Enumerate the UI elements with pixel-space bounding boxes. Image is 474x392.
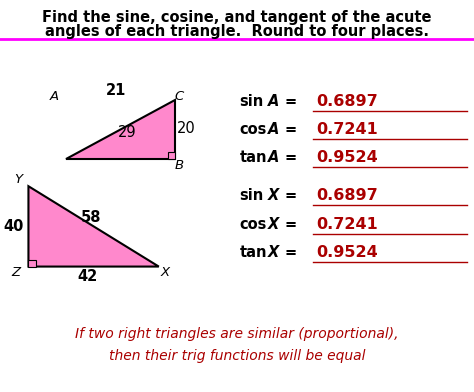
Text: Y: Y xyxy=(14,173,22,186)
Text: sin: sin xyxy=(239,189,264,203)
Text: sin: sin xyxy=(239,94,264,109)
Text: A: A xyxy=(268,150,279,165)
Text: X: X xyxy=(268,189,279,203)
Text: C: C xyxy=(174,89,184,103)
Text: A: A xyxy=(50,89,59,103)
Text: angles of each triangle.  Round to four places.: angles of each triangle. Round to four p… xyxy=(45,24,429,38)
Text: tan: tan xyxy=(239,245,267,260)
Text: Find the sine, cosine, and tangent of the acute: Find the sine, cosine, and tangent of th… xyxy=(42,10,432,25)
Polygon shape xyxy=(66,100,175,159)
Text: X: X xyxy=(160,266,170,279)
Text: 0.6897: 0.6897 xyxy=(317,189,378,203)
Text: 42: 42 xyxy=(78,269,98,284)
Text: 0.7241: 0.7241 xyxy=(317,122,378,137)
Text: =: = xyxy=(284,189,297,203)
Text: 0.6897: 0.6897 xyxy=(317,94,378,109)
Text: then their trig functions will be equal: then their trig functions will be equal xyxy=(109,349,365,363)
Text: 40: 40 xyxy=(3,219,23,234)
Text: =: = xyxy=(284,150,297,165)
Text: 29: 29 xyxy=(118,125,137,140)
Text: X: X xyxy=(268,245,279,260)
Text: Z: Z xyxy=(11,266,20,279)
Text: cos: cos xyxy=(239,122,267,137)
Text: B: B xyxy=(174,159,184,172)
Text: 0.9524: 0.9524 xyxy=(317,245,378,260)
Polygon shape xyxy=(28,186,159,267)
Text: =: = xyxy=(284,122,297,137)
Bar xyxy=(168,152,175,159)
Text: X: X xyxy=(268,217,279,232)
Text: A: A xyxy=(268,122,279,137)
Text: 21: 21 xyxy=(106,83,126,98)
Text: 58: 58 xyxy=(81,210,101,225)
Text: A: A xyxy=(268,94,279,109)
Text: 0.9524: 0.9524 xyxy=(317,150,378,165)
Text: =: = xyxy=(284,94,297,109)
Text: If two right triangles are similar (proportional),: If two right triangles are similar (prop… xyxy=(75,327,399,341)
Text: =: = xyxy=(284,245,297,260)
Text: 0.7241: 0.7241 xyxy=(317,217,378,232)
Bar xyxy=(28,260,36,267)
Text: 20: 20 xyxy=(176,121,195,136)
Text: =: = xyxy=(284,217,297,232)
Text: cos: cos xyxy=(239,217,267,232)
Text: tan: tan xyxy=(239,150,267,165)
